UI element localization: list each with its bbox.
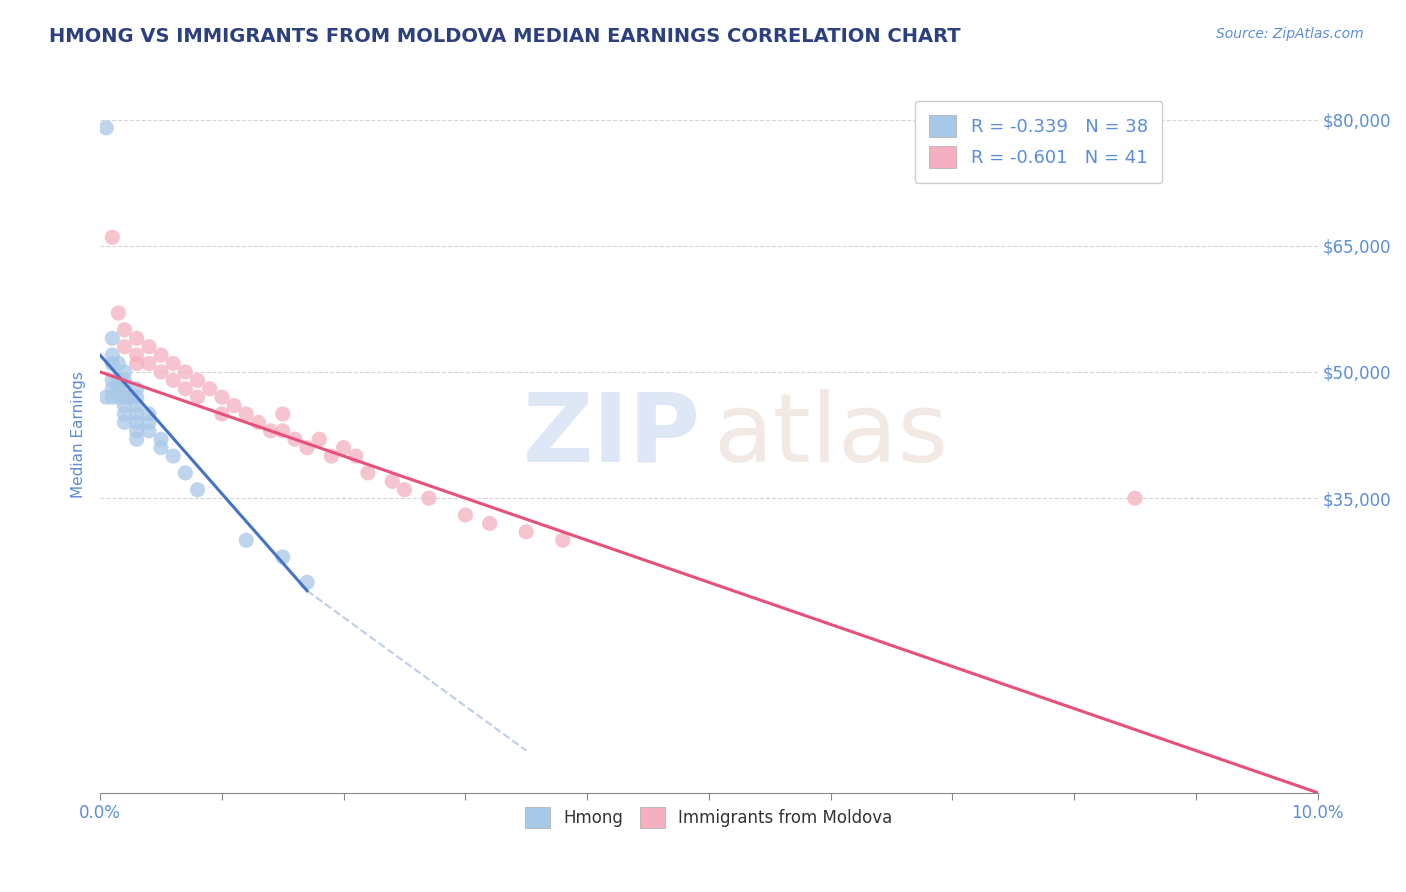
Point: [162, 357, 184, 371]
Point: [114, 416, 136, 430]
Point: [332, 441, 354, 455]
Point: [125, 331, 148, 345]
Point: [125, 382, 148, 396]
Point: [150, 365, 173, 379]
Point: [271, 424, 294, 438]
Point: [186, 483, 208, 497]
Point: [114, 323, 136, 337]
Point: [186, 373, 208, 387]
Point: [174, 365, 197, 379]
Point: [284, 432, 307, 446]
Point: [107, 357, 129, 371]
Point: [138, 407, 160, 421]
Legend: Hmong, Immigrants from Moldova: Hmong, Immigrants from Moldova: [519, 801, 900, 834]
Point: [107, 390, 129, 404]
Point: [138, 340, 160, 354]
Point: [198, 382, 221, 396]
Point: [211, 390, 233, 404]
Point: [114, 340, 136, 354]
Point: [295, 575, 318, 590]
Point: [162, 449, 184, 463]
Point: [211, 407, 233, 421]
Point: [162, 373, 184, 387]
Point: [114, 382, 136, 396]
Point: [101, 373, 124, 387]
Point: [308, 432, 330, 446]
Point: [235, 407, 257, 421]
Point: [174, 382, 197, 396]
Point: [125, 357, 148, 371]
Point: [101, 390, 124, 404]
Point: [271, 550, 294, 565]
Point: [107, 382, 129, 396]
Point: [120, 390, 142, 404]
Text: HMONG VS IMMIGRANTS FROM MOLDOVA MEDIAN EARNINGS CORRELATION CHART: HMONG VS IMMIGRANTS FROM MOLDOVA MEDIAN …: [49, 27, 960, 45]
Point: [381, 475, 404, 489]
Point: [186, 390, 208, 404]
Point: [1123, 491, 1146, 505]
Point: [125, 390, 148, 404]
Point: [271, 407, 294, 421]
Point: [295, 441, 318, 455]
Point: [96, 390, 118, 404]
Point: [247, 416, 270, 430]
Point: [125, 407, 148, 421]
Point: [418, 491, 440, 505]
Point: [107, 373, 129, 387]
Point: [515, 524, 537, 539]
Point: [101, 348, 124, 362]
Text: ZIP: ZIP: [523, 389, 700, 482]
Point: [125, 424, 148, 438]
Point: [150, 441, 173, 455]
Point: [114, 390, 136, 404]
Point: [259, 424, 281, 438]
Point: [101, 382, 124, 396]
Point: [150, 432, 173, 446]
Point: [174, 466, 197, 480]
Y-axis label: Median Earnings: Median Earnings: [72, 372, 86, 499]
Point: [138, 424, 160, 438]
Point: [125, 416, 148, 430]
Point: [114, 399, 136, 413]
Point: [96, 120, 118, 135]
Point: [107, 306, 129, 320]
Point: [114, 373, 136, 387]
Point: [138, 357, 160, 371]
Point: [357, 466, 380, 480]
Point: [125, 432, 148, 446]
Point: [344, 449, 367, 463]
Point: [235, 533, 257, 548]
Point: [125, 348, 148, 362]
Point: [551, 533, 574, 548]
Point: [150, 348, 173, 362]
Text: Source: ZipAtlas.com: Source: ZipAtlas.com: [1216, 27, 1364, 41]
Point: [394, 483, 416, 497]
Point: [114, 365, 136, 379]
Point: [321, 449, 343, 463]
Point: [478, 516, 501, 531]
Point: [222, 399, 245, 413]
Point: [101, 230, 124, 244]
Point: [454, 508, 477, 522]
Point: [114, 407, 136, 421]
Text: atlas: atlas: [713, 389, 948, 482]
Point: [125, 399, 148, 413]
Point: [101, 357, 124, 371]
Point: [101, 331, 124, 345]
Point: [138, 416, 160, 430]
